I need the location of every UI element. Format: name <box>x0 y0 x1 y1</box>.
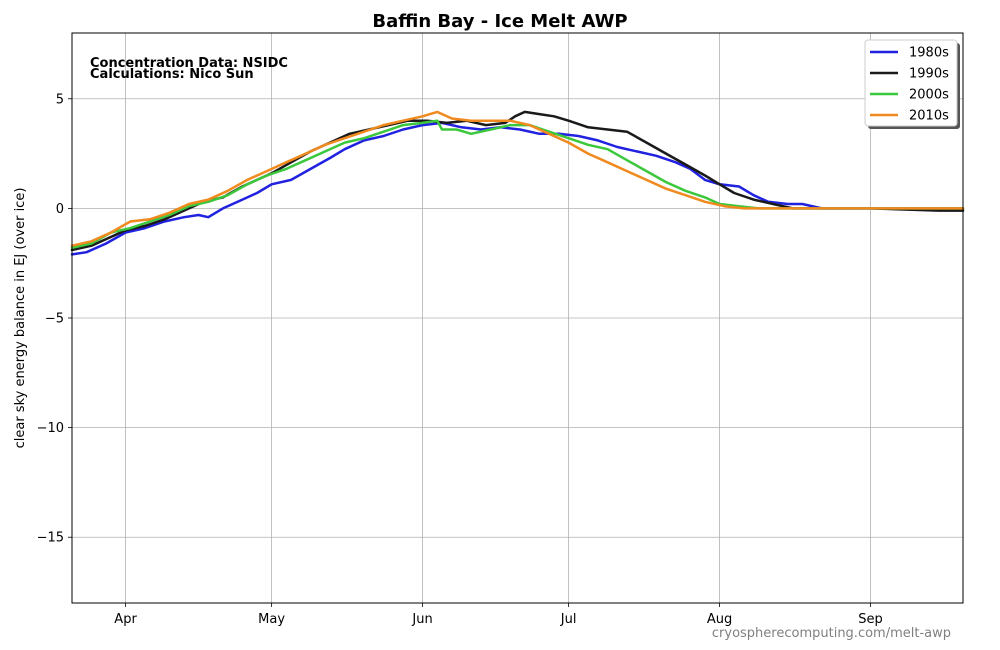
legend-label-1990s: 1990s <box>909 67 949 82</box>
y-axis-label: clear sky energy balance in EJ (over ice… <box>13 188 28 449</box>
series-line-1980s <box>70 121 965 256</box>
series-line-2010s <box>70 110 965 247</box>
legend-box <box>864 39 958 127</box>
y-tick-label: −15 <box>37 531 64 546</box>
annotation-calculations: Calculations: Nico Sun <box>90 67 254 82</box>
legend-label-2000s: 2000s <box>909 88 949 103</box>
y-tick-label: 0 <box>56 202 64 217</box>
x-axis: Apr May Jun Jul Aug Sep <box>114 603 883 627</box>
chart-title: Baffin Bay - Ice Melt AWP <box>372 11 627 32</box>
legend-label-1980s: 1980s <box>909 46 949 61</box>
x-tick-label: May <box>258 612 285 627</box>
legend: 1980s 1990s 2000s 2010s <box>864 39 960 129</box>
annotation-data-source: Concentration Data: NSIDC <box>90 56 288 71</box>
series-layer <box>70 110 965 256</box>
x-tick-label: Jul <box>560 612 577 627</box>
x-tick-label: Jun <box>411 612 432 627</box>
y-tick-label: 5 <box>56 92 64 107</box>
footer-url: cryospherecomputing.com/melt-awp <box>712 626 951 641</box>
y-axis: 5 0 −5 −10 −15 <box>37 92 72 546</box>
x-tick-label: Apr <box>114 612 137 627</box>
series-line-2000s <box>70 119 965 250</box>
y-tick-label: −10 <box>37 421 64 436</box>
y-tick-label: −5 <box>45 312 64 327</box>
x-tick-label: Aug <box>707 612 732 627</box>
x-tick-label: Sep <box>858 612 883 627</box>
legend-label-2010s: 2010s <box>909 109 949 124</box>
